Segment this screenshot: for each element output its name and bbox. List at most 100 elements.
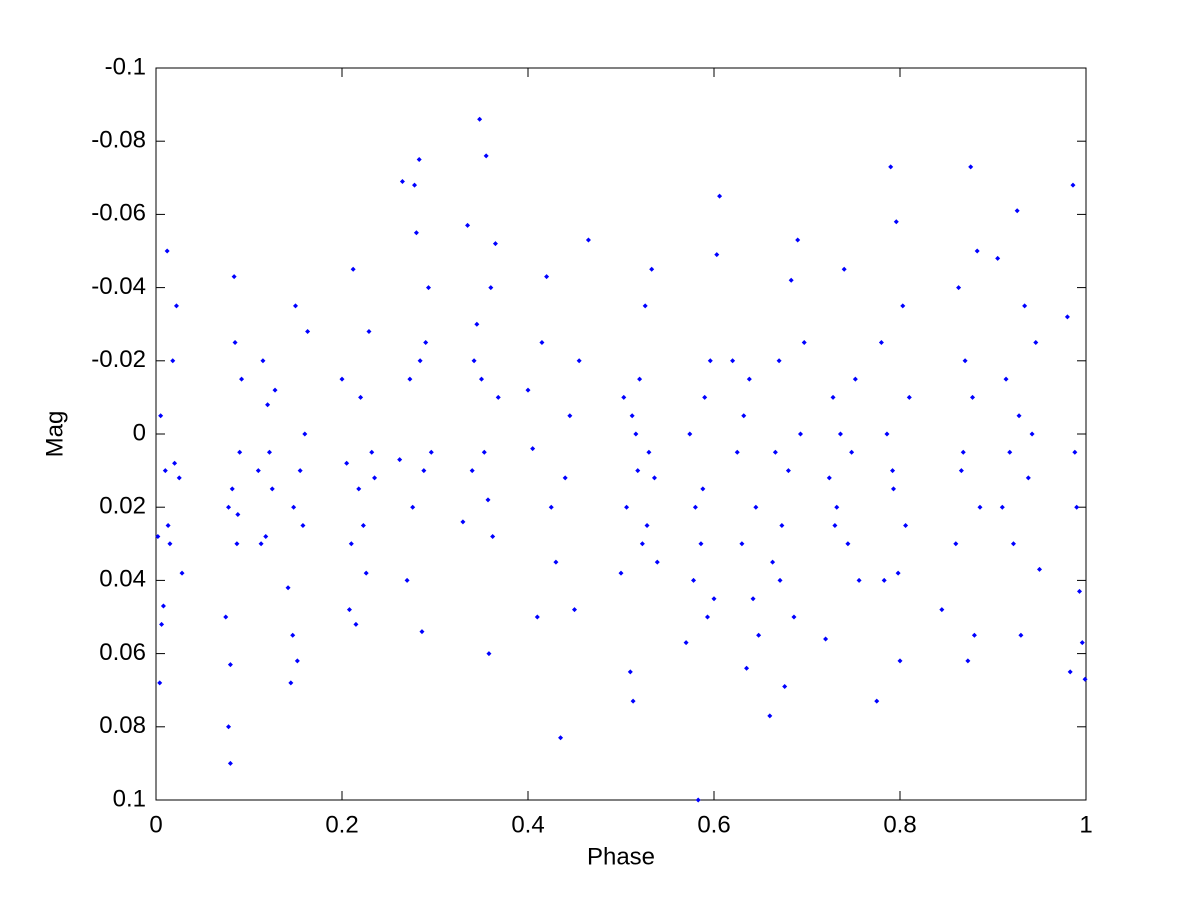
point: [397, 457, 403, 463]
point: [633, 431, 639, 437]
point: [1067, 669, 1073, 675]
point: [717, 193, 723, 199]
point: [849, 449, 855, 455]
point: [956, 285, 962, 291]
point: [772, 449, 778, 455]
point: [419, 629, 425, 635]
point: [890, 486, 896, 492]
point: [1029, 431, 1035, 437]
point: [223, 614, 229, 620]
point: [372, 475, 378, 481]
point: [621, 394, 627, 400]
point: [548, 504, 554, 510]
point: [534, 614, 540, 620]
point: [572, 607, 577, 613]
point: [369, 449, 375, 455]
x-tick-label: 0.6: [697, 811, 730, 838]
point: [1072, 449, 1078, 455]
point: [425, 285, 431, 291]
point: [1014, 208, 1020, 214]
point: [404, 577, 410, 583]
point: [714, 252, 720, 258]
point: [852, 376, 858, 382]
point: [971, 632, 977, 638]
point: [544, 274, 550, 280]
point: [305, 329, 311, 335]
y-tick-label: -0.08: [91, 127, 146, 154]
point: [562, 475, 568, 481]
point: [834, 504, 840, 510]
point: [785, 468, 791, 474]
point: [492, 241, 498, 247]
point: [707, 358, 713, 364]
point: [753, 504, 759, 510]
point: [630, 698, 636, 704]
point: [953, 541, 959, 547]
point: [770, 559, 776, 565]
x-tick-label: 0.8: [883, 811, 916, 838]
point: [428, 449, 434, 455]
point: [157, 680, 163, 686]
point: [782, 684, 788, 690]
point: [469, 468, 475, 474]
point: [421, 468, 427, 474]
point: [288, 680, 294, 686]
point: [258, 541, 264, 547]
x-tick-label: 0.2: [325, 811, 358, 838]
point: [170, 358, 176, 364]
point: [797, 431, 803, 437]
y-tick-label: 0.02: [99, 493, 146, 520]
y-tick-label: 0: [133, 419, 146, 446]
point: [702, 394, 708, 400]
point: [339, 376, 345, 382]
point: [539, 340, 545, 345]
point: [977, 504, 983, 510]
point: [486, 651, 492, 657]
point: [1070, 182, 1076, 188]
point: [416, 157, 422, 162]
y-tick-label: 0.1: [113, 785, 146, 812]
point: [160, 603, 166, 609]
point: [750, 596, 756, 602]
point: [704, 614, 710, 620]
point: [629, 413, 635, 419]
point: [530, 446, 536, 452]
point: [348, 541, 354, 547]
point: [423, 340, 429, 345]
point: [635, 468, 641, 474]
point: [272, 387, 278, 393]
point: [791, 614, 797, 620]
point: [646, 449, 652, 455]
point: [413, 230, 419, 236]
point: [173, 303, 179, 309]
point: [229, 486, 235, 492]
point: [823, 636, 829, 642]
point: [777, 577, 783, 583]
point: [485, 497, 491, 503]
point: [490, 533, 496, 539]
point: [1010, 541, 1016, 547]
point: [269, 486, 275, 492]
point: [651, 475, 657, 481]
point: [881, 577, 887, 583]
x-tick-label: 0: [149, 811, 162, 838]
point: [474, 321, 480, 327]
point: [788, 277, 794, 283]
point: [285, 585, 291, 591]
point: [649, 266, 655, 272]
point: [895, 570, 901, 576]
point: [779, 523, 785, 528]
point: [553, 559, 559, 565]
point: [460, 519, 466, 525]
point: [358, 394, 364, 400]
point: [878, 340, 884, 345]
point: [176, 475, 182, 481]
point: [906, 394, 912, 400]
point: [856, 577, 862, 583]
point: [830, 394, 836, 400]
point: [155, 533, 161, 539]
point: [477, 116, 483, 122]
point: [741, 413, 747, 419]
point: [903, 523, 909, 528]
